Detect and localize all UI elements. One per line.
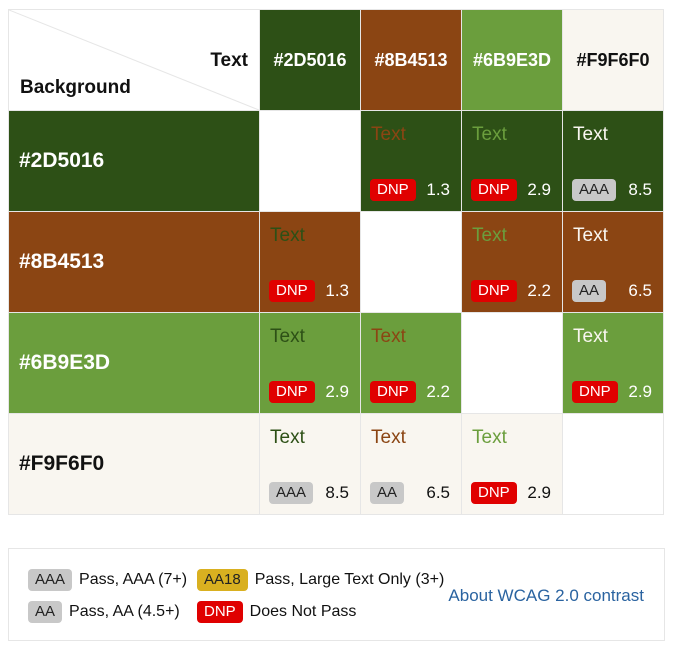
empty-cell [360,211,462,313]
rating-badge: AAA [269,482,314,504]
sample-text: Text [472,225,507,246]
rating-badge: AA [370,482,405,504]
legend-text-dnp: Does Not Pass [249,603,357,620]
table-row: #2D5016 Text DNP 1.3 Text DNP 2.9 Text AAA 8.5 [8,110,664,212]
sample-text: Text [573,225,608,246]
contrast-ratio: 6.5 [628,281,652,300]
rating-badge: DNP [471,280,517,302]
contrast-grid: Text Background #2D5016 #8B4513 #6B9E3D #F9F6… [8,9,664,515]
contrast-cell: Text DNP 1.3 [360,110,462,212]
legend-badge-aa18: AA18 [197,569,248,591]
sample-text: Text [371,124,406,145]
sample-text: Text [573,124,608,145]
row-header: #6B9E3D [8,312,260,414]
contrast-ratio: 2.9 [527,180,551,199]
contrast-cell: Text DNP 2.9 [562,312,664,414]
legend-badge-dnp: DNP [197,601,243,623]
rating-badge: DNP [269,280,315,302]
sample-text: Text [270,326,305,347]
contrast-cell: Text DNP 2.2 [360,312,462,414]
contrast-ratio: 1.3 [426,180,450,199]
table-row: #6B9E3D Text DNP 2.9 Text DNP 2.2 Text DNP 2.9 [8,312,664,414]
contrast-ratio: 2.2 [426,382,450,401]
legend-text-aa18: Pass, Large Text Only (3+) [254,571,445,588]
sample-text: Text [472,124,507,145]
rating-badge: DNP [370,381,416,403]
contrast-cell: Text AA 6.5 [360,413,462,515]
diagonal-divider [9,10,259,110]
row-header: #2D5016 [8,110,260,212]
contrast-cell: Text DNP 2.9 [259,312,361,414]
background-axis-label: Background [20,77,131,98]
empty-cell [461,312,563,414]
legend-item-aa18: AA18 Pass, Large Text Only (3+) [197,569,444,591]
rating-badge: DNP [471,179,517,201]
contrast-cell: Text AAA 8.5 [562,110,664,212]
contrast-cell: Text DNP 1.3 [259,211,361,313]
legend-badge-aaa: AAA [28,569,73,591]
contrast-cell: Text DNP 2.9 [461,413,563,515]
contrast-cell: Text AAA 8.5 [259,413,361,515]
sample-text: Text [371,427,406,448]
column-header: #6B9E3D [461,9,563,111]
rating-badge: AAA [572,179,617,201]
sample-text: Text [270,225,305,246]
rating-badge: DNP [370,179,416,201]
corner-header: Text Background [8,9,260,111]
contrast-ratio: 2.9 [527,483,551,502]
sample-text: Text [472,427,507,448]
contrast-cell: Text AA 6.5 [562,211,664,313]
column-header: #8B4513 [360,9,462,111]
row-header: #8B4513 [8,211,260,313]
table-row: #F9F6F0 Text AAA 8.5 Text AA 6.5 Text DNP 2.9 [8,413,664,515]
rating-badge: DNP [572,381,618,403]
legend-text-aa: Pass, AA (4.5+) [69,603,180,620]
contrast-ratio: 8.5 [325,483,349,502]
contrast-ratio: 8.5 [628,180,652,199]
contrast-cell: Text DNP 2.9 [461,110,563,212]
sample-text: Text [573,326,608,347]
sample-text: Text [270,427,305,448]
text-axis-label: Text [210,50,248,71]
contrast-ratio: 1.3 [325,281,349,300]
row-header: #F9F6F0 [8,413,260,515]
contrast-cell: Text DNP 2.2 [461,211,563,313]
contrast-ratio: 6.5 [426,483,450,502]
empty-cell [562,413,664,515]
legend-item-dnp: DNP Does Not Pass [197,601,356,623]
legend-item-aa: AA Pass, AA (4.5+) [28,601,180,623]
legend-item-aaa: AAA Pass, AAA (7+) [28,569,187,591]
column-header: #2D5016 [259,9,361,111]
contrast-ratio: 2.2 [527,281,551,300]
contrast-ratio: 2.9 [325,382,349,401]
about-wcag-link[interactable]: About WCAG 2.0 contrast [448,586,644,605]
legend-text-aaa: Pass, AAA (7+) [79,571,188,588]
rating-badge: DNP [269,381,315,403]
rating-badge: AA [572,280,607,302]
empty-cell [259,110,361,212]
rating-badge: DNP [471,482,517,504]
legend: AAA Pass, AAA (7+) AA18 Pass, Large Text O… [8,548,665,641]
column-header: #F9F6F0 [562,9,664,111]
legend-badge-aa: AA [28,601,63,623]
table-row: #8B4513 Text DNP 1.3 Text DNP 2.2 Text AA 6.5 [8,211,664,313]
sample-text: Text [371,326,406,347]
contrast-ratio: 2.9 [628,382,652,401]
